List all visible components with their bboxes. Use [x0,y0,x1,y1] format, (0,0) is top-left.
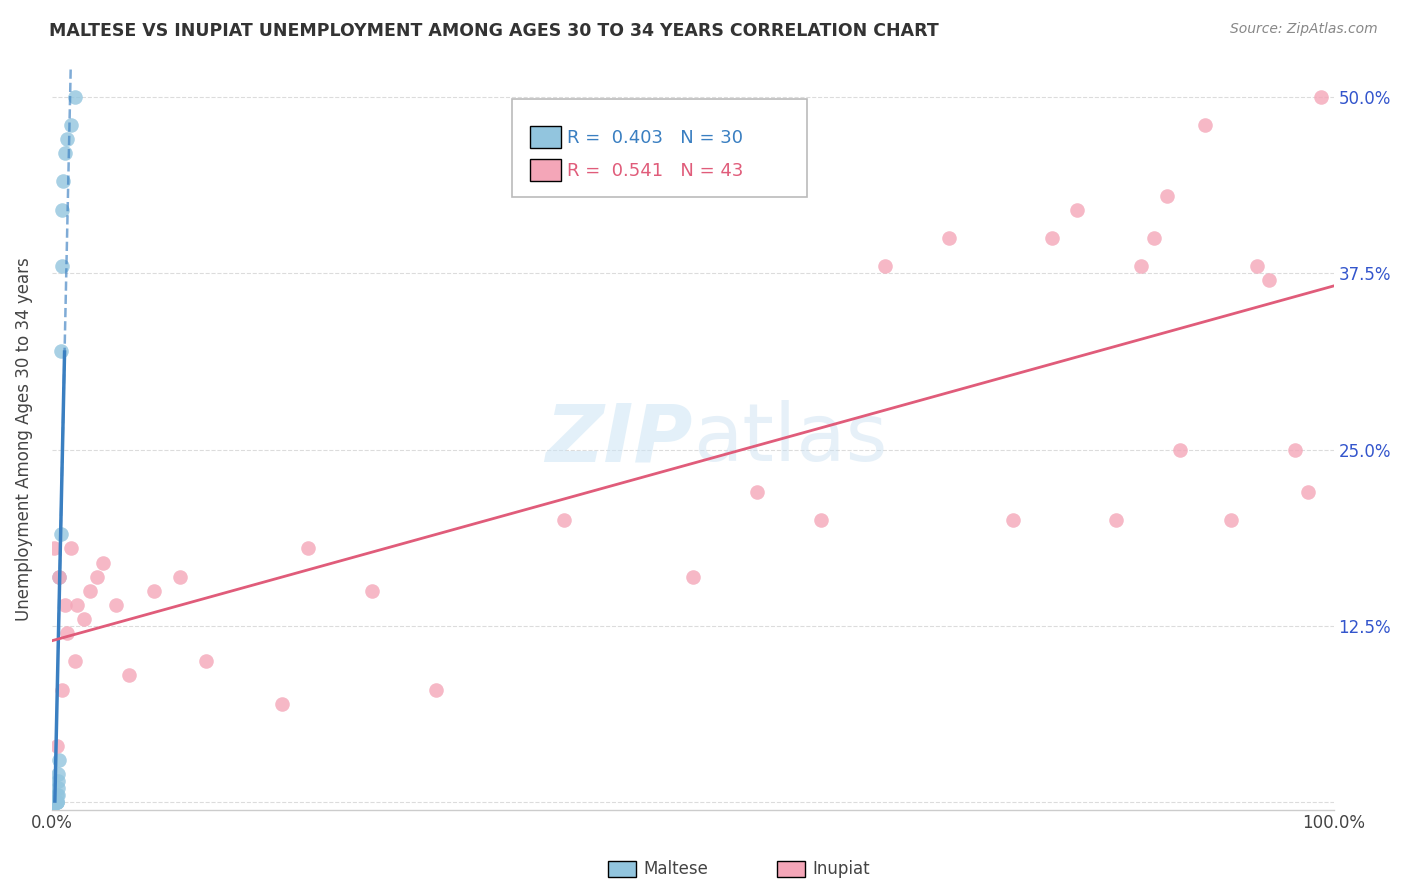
Point [682,569,704,583]
Point [425,682,447,697]
Text: ZIP: ZIP [546,400,693,478]
Point [56,626,79,640]
Point [143,583,166,598]
Point [79,583,101,598]
Point [45,796,67,810]
Point [873,259,896,273]
Point [48,753,70,767]
Point [53,146,76,161]
Point [49,527,72,541]
Point [53,598,76,612]
Point [59,541,82,556]
Point [45,796,67,810]
Text: R =  0.541   N = 43: R = 0.541 N = 43 [567,161,744,179]
Point [44,796,66,810]
Point [1040,231,1063,245]
Point [42,796,65,810]
Point [1168,442,1191,457]
Point [45,796,67,810]
Point [1002,513,1025,527]
Point [1220,513,1243,527]
Point [46,767,69,781]
Point [44,796,66,810]
Point [104,598,127,612]
Point [56,132,79,146]
Point [48,569,70,583]
Point [59,118,82,132]
Point [361,583,384,598]
Point [51,682,73,697]
Point [938,231,960,245]
Point [1156,188,1178,202]
Y-axis label: Unemployment Among Ages 30 to 34 years: Unemployment Among Ages 30 to 34 years [15,257,32,621]
Point [91,556,114,570]
Point [118,668,141,682]
Point [1130,259,1153,273]
Point [45,789,67,803]
Point [1284,442,1306,457]
Point [86,569,108,583]
Point [66,598,89,612]
Point [45,796,67,810]
Point [271,697,294,711]
Point [46,789,69,803]
Point [73,612,96,626]
Point [745,485,768,500]
Point [49,343,72,358]
Point [44,796,66,810]
Point [44,541,66,556]
Point [44,796,66,810]
Text: Source: ZipAtlas.com: Source: ZipAtlas.com [1230,22,1378,37]
Point [42,796,65,810]
Point [45,739,67,753]
Point [1066,202,1088,217]
Point [51,259,73,273]
Point [1104,513,1126,527]
Point [46,774,69,789]
Point [48,569,70,583]
Point [1258,273,1281,287]
Point [194,654,217,668]
Point [1246,259,1268,273]
Point [46,781,69,796]
Point [45,796,67,810]
Point [45,796,67,810]
Point [45,796,67,810]
Point [63,89,86,103]
Point [1296,485,1319,500]
Text: Inupiat: Inupiat [813,860,869,878]
Point [810,513,832,527]
Point [169,569,191,583]
Point [52,174,75,188]
Point [1143,231,1166,245]
Text: R =  0.403   N = 30: R = 0.403 N = 30 [567,128,742,146]
Point [1194,118,1216,132]
Point [553,513,575,527]
Point [63,654,86,668]
Text: Maltese: Maltese [643,860,709,878]
Point [1309,89,1331,103]
Point [42,796,65,810]
Point [51,202,73,217]
Text: MALTESE VS INUPIAT UNEMPLOYMENT AMONG AGES 30 TO 34 YEARS CORRELATION CHART: MALTESE VS INUPIAT UNEMPLOYMENT AMONG AG… [49,22,939,40]
Point [297,541,319,556]
Text: atlas: atlas [693,400,887,478]
